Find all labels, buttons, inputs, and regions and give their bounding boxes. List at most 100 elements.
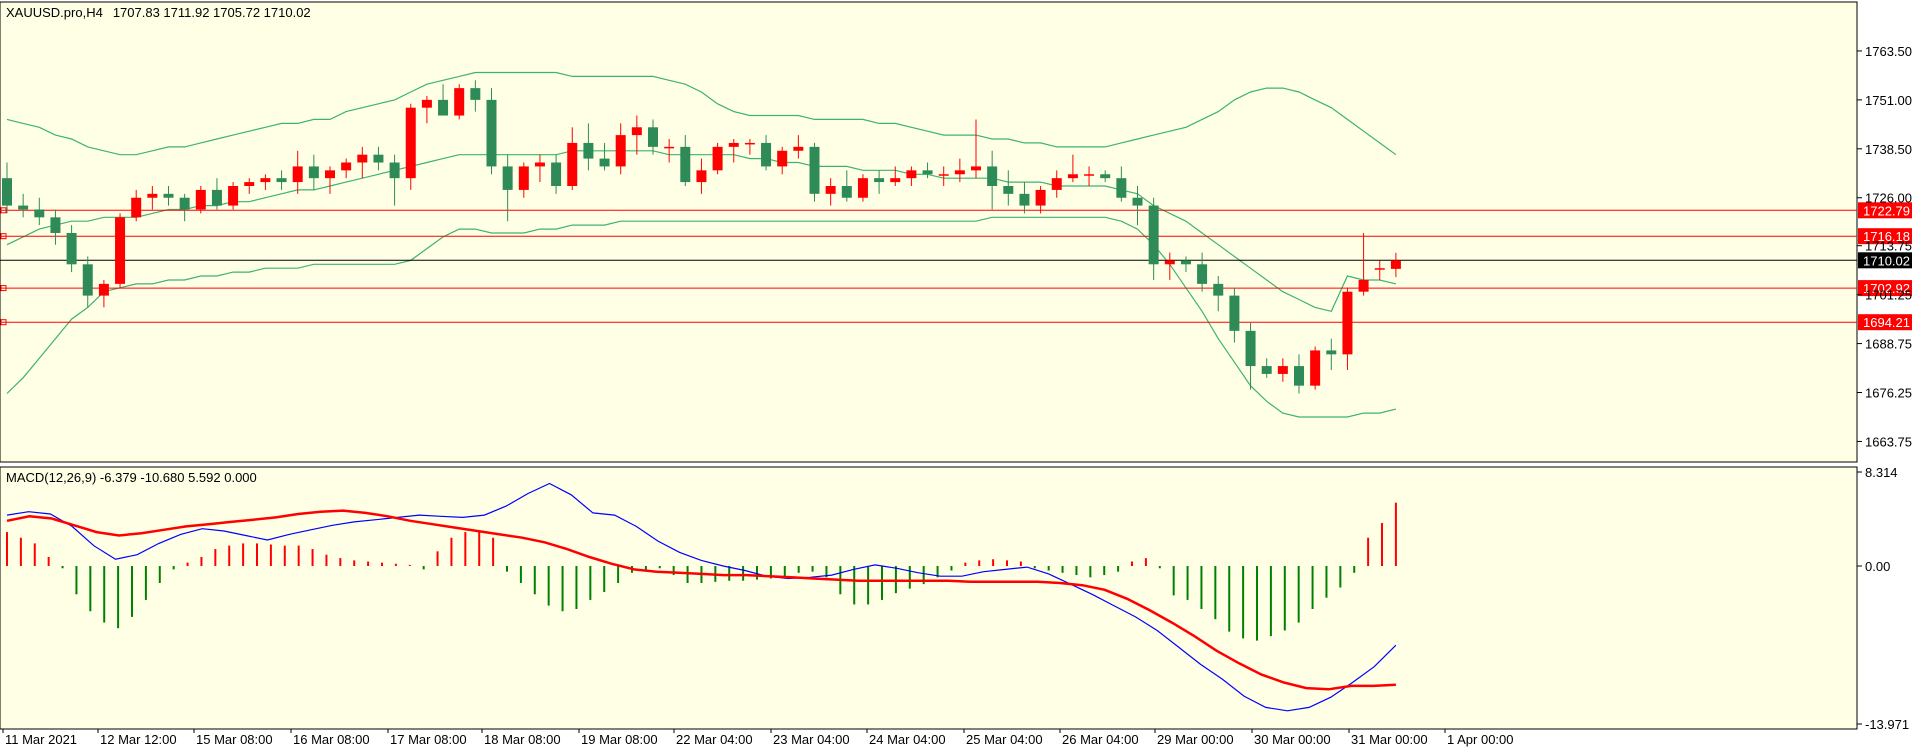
candle-body — [744, 142, 755, 145]
candle-body — [131, 197, 142, 218]
candle-body — [857, 178, 868, 198]
candle-body — [18, 205, 29, 210]
level-price-tag: 1716.18 — [1863, 229, 1910, 244]
y-tick-label: 1676.25 — [1865, 386, 1912, 401]
candle-body — [1197, 264, 1208, 284]
y-tick-label: 1763.50 — [1865, 44, 1912, 59]
candle-body — [438, 99, 449, 116]
candle-body — [260, 178, 271, 183]
macd-panel-bg — [0, 466, 1858, 730]
candle-body — [728, 142, 739, 147]
candle-body — [454, 88, 465, 116]
ohlc-header: 1707.83 1711.92 1705.72 1710.02 — [113, 5, 311, 20]
x-tick-label: 1 Apr 00:00 — [1447, 732, 1514, 747]
level-price-tag-bg — [1858, 280, 1912, 297]
bollinger-upper-line — [6, 71, 1397, 156]
candle-body — [890, 178, 901, 183]
y-tick-label: 1726.00 — [1865, 191, 1912, 206]
candle-body — [1229, 295, 1240, 331]
candle-body — [712, 146, 723, 171]
candle-body — [179, 197, 190, 210]
candle-body — [841, 186, 852, 198]
candle-body — [244, 182, 255, 186]
candle-body — [987, 166, 998, 186]
candle-body — [1277, 366, 1288, 374]
candle-body — [583, 142, 594, 159]
candle-body — [373, 154, 384, 163]
y-tick-label: 1663.75 — [1865, 434, 1912, 449]
y-tick-label: 1738.50 — [1865, 142, 1912, 157]
candle-body — [1180, 260, 1191, 265]
x-tick-label: 30 Mar 00:00 — [1254, 732, 1331, 747]
candle-body — [325, 170, 335, 179]
candle-body — [1100, 174, 1111, 179]
x-tick-label: 23 Mar 04:00 — [773, 732, 850, 747]
y-tick-label: 1688.75 — [1865, 337, 1912, 352]
x-tick-label: 25 Mar 04:00 — [966, 732, 1043, 747]
candle-body — [421, 99, 432, 108]
current-price-tag: 1710.02 — [1863, 253, 1910, 268]
candle-body — [1035, 189, 1046, 206]
x-tick-label: 31 Mar 00:00 — [1351, 732, 1428, 747]
x-tick-label: 24 Mar 04:00 — [869, 732, 946, 747]
candle-body — [50, 217, 61, 233]
candle-body — [1116, 178, 1127, 198]
candle-body — [1132, 197, 1143, 206]
candle-body — [534, 162, 545, 167]
macd-y-tick-label: -13.971 — [1865, 717, 1909, 732]
candle-body — [761, 142, 772, 167]
chart-title: XAUUSD.pro,H4 1707.83 1711.92 1705.72 171… — [6, 5, 311, 20]
candle-body — [922, 170, 933, 175]
candle-body — [954, 170, 965, 175]
macd-y-tick-label: 8.314 — [1865, 465, 1898, 480]
y-tick-label: 1751.00 — [1865, 93, 1912, 108]
candle-body — [1326, 350, 1337, 355]
candle-body — [551, 162, 562, 186]
level-price-tag: 1722.79 — [1863, 203, 1910, 218]
candle-body — [470, 88, 481, 100]
candle-body — [276, 178, 287, 183]
candle-body — [906, 170, 917, 179]
candle-body — [777, 150, 788, 167]
macd-title: MACD(12,26,9) -6.379 -10.680 5.592 0.000 — [6, 470, 257, 485]
candle-body — [341, 162, 352, 171]
candle-body — [34, 209, 45, 218]
candle-body — [292, 166, 303, 183]
candle-body — [195, 189, 206, 210]
candle-body — [1164, 260, 1175, 265]
candle-body — [1067, 174, 1078, 179]
candle-body — [98, 283, 109, 296]
candle-body — [938, 174, 949, 176]
x-tick-label: 11 Mar 2021 — [5, 732, 77, 747]
level-anchor-1 — [0, 233, 7, 240]
candle-body — [1019, 193, 1030, 206]
candle-body — [1390, 260, 1401, 269]
x-tick-label: 19 Mar 08:00 — [581, 732, 658, 747]
level-price-tag: 1702.92 — [1863, 281, 1910, 296]
level-anchor-2 — [0, 285, 7, 292]
candle-body — [1261, 366, 1272, 374]
candle-body — [82, 264, 93, 296]
macd-y-tick-label: 0.00 — [1865, 559, 1890, 574]
candle-body — [486, 99, 497, 167]
level-anchor-3 — [0, 319, 7, 326]
x-tick-label: 15 Mar 08:00 — [196, 732, 273, 747]
candle-body — [1374, 268, 1385, 270]
candle-body — [405, 107, 416, 179]
candle-body — [66, 232, 77, 265]
level-price-tag-bg — [1858, 228, 1912, 245]
candle-body — [308, 166, 319, 179]
candle-body — [809, 146, 820, 194]
level-price-tag: 1694.21 — [1863, 315, 1910, 330]
candle-body — [357, 154, 368, 163]
level-price-tag-bg — [1858, 202, 1912, 219]
level-price-tag-bg — [1858, 314, 1912, 331]
candle-body — [971, 166, 981, 171]
candle-body — [1342, 291, 1353, 355]
candle-body — [2, 178, 12, 206]
symbol-title: XAUUSD.pro,H4 — [6, 5, 103, 20]
x-tick-label: 29 Mar 00:00 — [1157, 732, 1234, 747]
candle-body — [1294, 366, 1304, 386]
current-price-tag-bg — [1858, 252, 1912, 269]
candle-body — [874, 178, 885, 183]
